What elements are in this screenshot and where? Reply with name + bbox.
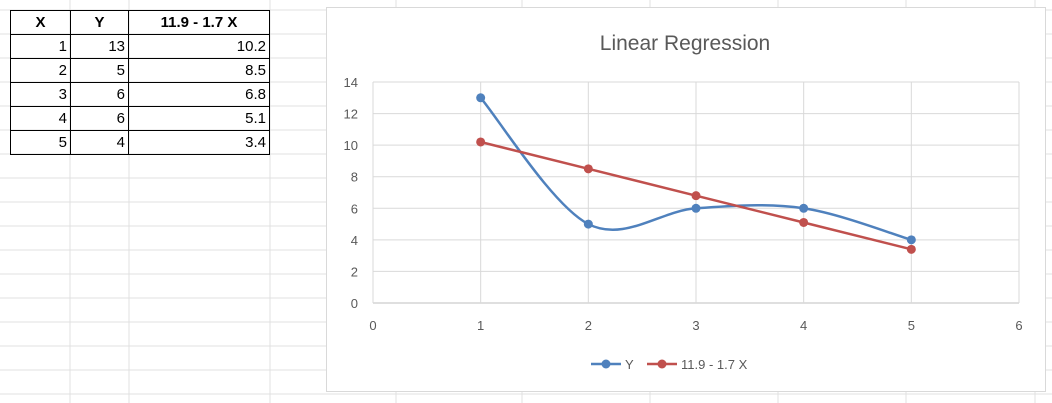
cell-x[interactable]: 2 [10, 58, 71, 83]
y-tick-label: 8 [351, 170, 358, 185]
data-point-series-1 [906, 235, 916, 245]
data-point-series-1 [583, 219, 593, 229]
table-row: 4 6 5.1 [10, 106, 270, 131]
table-row: 2 5 8.5 [10, 58, 270, 83]
x-tick-label: 6 [1015, 318, 1022, 333]
y-tick-label: 10 [344, 138, 358, 153]
cell-fit[interactable]: 8.5 [128, 58, 270, 83]
cell-y[interactable]: 6 [70, 106, 129, 131]
table-row: 5 4 3.4 [10, 130, 270, 155]
header-x[interactable]: X [10, 10, 71, 35]
cell-x[interactable]: 4 [10, 106, 71, 131]
table-header-row: X Y 11.9 - 1.7 X [10, 10, 270, 35]
y-tick-label: 12 [344, 107, 358, 122]
cell-x[interactable]: 5 [10, 130, 71, 155]
legend-label-1: Y [625, 357, 634, 372]
cell-y[interactable]: 13 [70, 34, 129, 59]
cell-fit[interactable]: 10.2 [128, 34, 270, 59]
cell-y[interactable]: 5 [70, 58, 129, 83]
y-tick-label: 0 [351, 296, 358, 311]
cell-fit[interactable]: 3.4 [128, 130, 270, 155]
data-point-series-2 [691, 191, 701, 201]
x-tick-label: 3 [692, 318, 699, 333]
data-point-series-2 [476, 137, 486, 147]
cell-x[interactable]: 1 [10, 34, 71, 59]
series-line-1 [479, 96, 913, 242]
cell-x[interactable]: 3 [10, 82, 71, 107]
y-tick-label: 6 [351, 201, 358, 216]
x-tick-label: 2 [585, 318, 592, 333]
legend-label-2: 11.9 - 1.7 X [681, 357, 748, 372]
x-tick-label: 5 [908, 318, 915, 333]
cell-fit[interactable]: 6.8 [128, 82, 270, 107]
legend-swatch-marker [601, 359, 611, 369]
data-point-series-2 [583, 164, 593, 174]
table-row: 1 13 10.2 [10, 34, 270, 59]
data-point-series-1 [799, 203, 809, 213]
table-row: 3 6 6.8 [10, 82, 270, 107]
data-point-series-1 [691, 203, 701, 213]
x-tick-label: 0 [369, 318, 376, 333]
cell-fit[interactable]: 5.1 [128, 106, 270, 131]
y-tick-label: 2 [351, 264, 358, 279]
data-point-series-2 [799, 217, 809, 227]
x-tick-label: 1 [477, 318, 484, 333]
data-point-series-2 [906, 244, 916, 254]
header-y[interactable]: Y [70, 10, 129, 35]
cell-y[interactable]: 4 [70, 130, 129, 155]
cell-y[interactable]: 6 [70, 82, 129, 107]
chart-object[interactable]: Linear Regression 0 2 4 6 8 10 12 14 0 1 2 3 4 5 6 Y 11.9… [326, 7, 1046, 392]
x-tick-label: 4 [800, 318, 807, 333]
y-tick-label: 4 [351, 233, 358, 248]
data-table: X Y 11.9 - 1.7 X 1 13 10.2 2 5 8.5 3 6 6… [10, 10, 270, 155]
data-point-series-1 [476, 93, 486, 103]
header-fit[interactable]: 11.9 - 1.7 X [128, 10, 270, 35]
legend-swatch-marker [657, 359, 667, 369]
chart-title: Linear Regression [600, 32, 770, 55]
y-tick-label: 14 [344, 75, 358, 90]
